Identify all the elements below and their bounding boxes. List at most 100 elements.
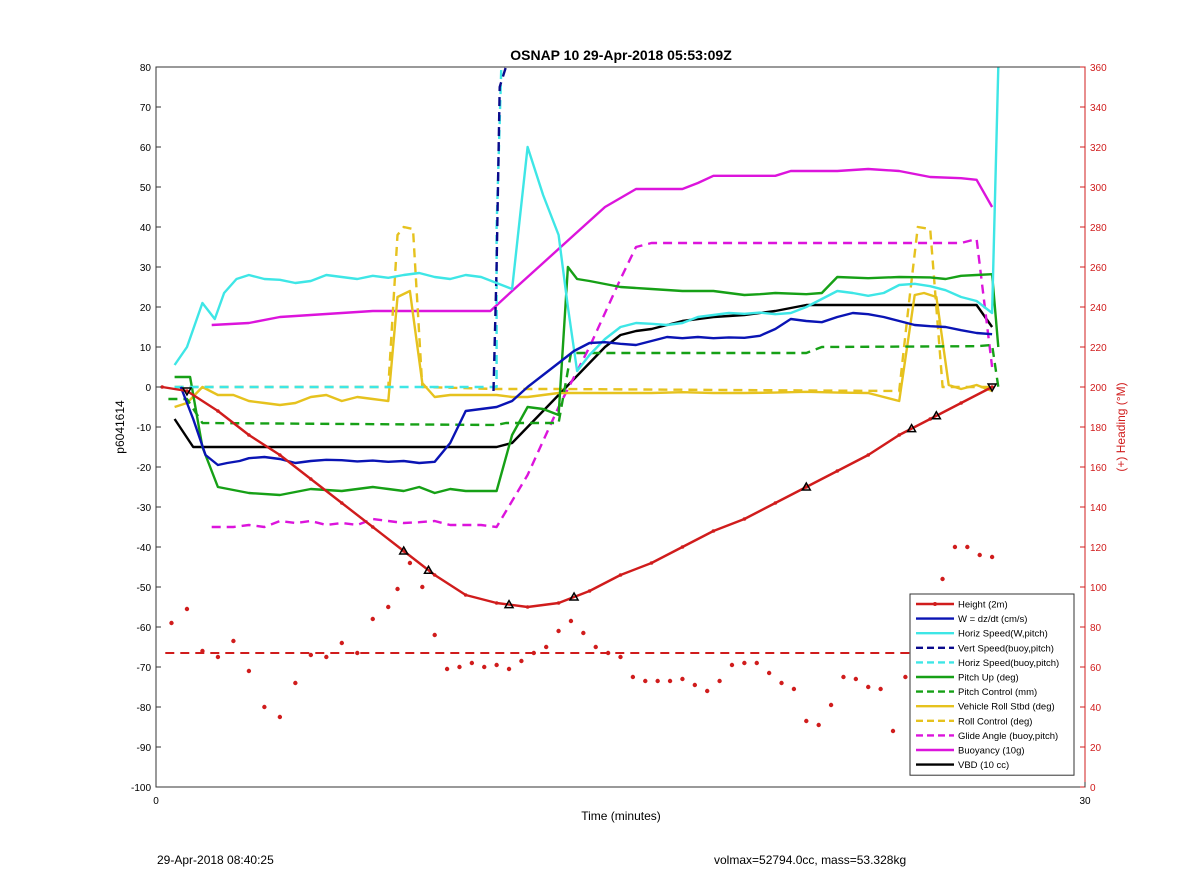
heading-point	[878, 686, 883, 692]
y-tick-label: -30	[137, 503, 152, 514]
heading-point	[246, 668, 252, 674]
y-tick-label: -80	[137, 703, 152, 714]
height-point	[711, 529, 716, 533]
y-tick-label: 40	[140, 223, 152, 234]
height-point	[804, 485, 809, 489]
heading-point	[370, 616, 375, 622]
legend-entry-horiz-speed-buoy-pitch: Horiz Speed(buoy,pitch)	[958, 658, 1059, 669]
heading-point	[395, 586, 400, 592]
height-point	[680, 545, 685, 549]
marker-up-triangle	[398, 545, 410, 555]
heading-point	[519, 658, 524, 664]
heading-point	[407, 560, 413, 566]
height-point	[185, 389, 189, 393]
height-point	[160, 385, 164, 389]
series-line-pitch-control-mm	[168, 343, 1000, 427]
heading-point	[816, 722, 821, 728]
series-line-vert-speed-buoy-pitch	[492, 66, 508, 392]
heading-point	[643, 678, 648, 684]
height-point	[649, 561, 654, 565]
heading-point	[853, 676, 859, 682]
y-tick-label: -60	[137, 623, 152, 634]
height-point	[618, 573, 623, 577]
legend-entry-vehicle-roll-stbd-deg: Vehicle Roll Stbd (deg)	[958, 702, 1055, 713]
legend-entry-vbd-10-cc: VBD (10 cc)	[958, 760, 1009, 771]
heading-point	[866, 684, 871, 690]
marker-up-triangle	[568, 591, 580, 601]
y-tick-label: 60	[140, 143, 152, 154]
heading-point	[705, 688, 710, 694]
heading-point	[556, 628, 561, 634]
y2-tick-label: 340	[1090, 103, 1107, 114]
marker-up-triangle	[503, 599, 515, 609]
height-point	[959, 401, 963, 405]
heading-point	[324, 654, 329, 660]
heading-point	[841, 674, 846, 680]
heading-point	[432, 632, 437, 638]
heading-point	[903, 674, 908, 680]
series-line-horiz-speed-buoy-pitch	[174, 66, 503, 389]
y-tick-label: 70	[140, 103, 152, 114]
x-tick-label: 0	[153, 796, 159, 807]
y2-tick-label: 0	[1090, 783, 1096, 794]
heading-point	[940, 576, 945, 582]
heading-point	[494, 662, 499, 668]
height-point	[370, 525, 375, 529]
series-line-pitch-up-deg	[174, 265, 1000, 497]
series-line-glide-angle-buoy-pitch	[211, 237, 994, 529]
y2-tick-label: 200	[1090, 383, 1107, 394]
y-tick-label: 20	[140, 303, 152, 314]
heading-point	[952, 544, 958, 550]
y2-tick-label: 40	[1090, 703, 1102, 714]
legend-box	[909, 593, 1075, 776]
heading-point	[469, 660, 475, 666]
heading-point	[420, 584, 425, 590]
height-point	[742, 517, 747, 521]
legend-entry-w-dz-dt-cm-s: W = dz/dt (cm/s)	[958, 614, 1027, 625]
footer-timestamp: 29-Apr-2018 08:40:25	[157, 853, 274, 867]
heading-point	[804, 718, 809, 724]
y-tick-label: -90	[137, 743, 152, 754]
height-point	[216, 409, 220, 413]
heading-point	[568, 618, 574, 624]
marker-up-triangle	[906, 423, 917, 433]
heading-point	[605, 650, 611, 656]
series-line-roll-control-deg	[174, 225, 993, 393]
height-point	[278, 453, 282, 457]
y2-tick-label: 300	[1090, 183, 1107, 194]
marker-down-triangle	[986, 383, 998, 393]
y-tick-label: 0	[145, 383, 151, 394]
y2-tick-label: 60	[1090, 663, 1102, 674]
heading-point	[965, 544, 970, 550]
y-tick-label: 80	[140, 63, 152, 74]
heading-point	[680, 676, 685, 682]
marker-up-triangle	[931, 410, 942, 420]
heading-point	[184, 606, 190, 612]
height-point	[587, 589, 592, 593]
heading-point	[457, 664, 462, 670]
y-tick-label: 30	[140, 263, 152, 274]
legend-entry-buoyancy-10g: Buoyancy (10g)	[958, 746, 1025, 757]
height-point	[897, 433, 901, 437]
y2-axis-label: (+) Heading (°M)	[1114, 382, 1128, 471]
legend-entry-vert-speed-buoy-pitch: Vert Speed(buoy,pitch)	[958, 643, 1054, 654]
y-tick-label: -100	[131, 783, 151, 794]
series-line-vehicle-roll-stbd-deg	[174, 289, 993, 409]
heading-point	[277, 714, 283, 720]
heading-point	[386, 604, 391, 610]
heading-point	[977, 552, 982, 558]
y2-tick-label: 180	[1090, 423, 1107, 434]
x-tick-label: 30	[1079, 796, 1091, 807]
heading-point	[444, 666, 450, 672]
series-line-height-2m	[162, 385, 993, 609]
heading-point	[766, 670, 772, 676]
heading-point	[581, 630, 586, 636]
y-tick-label: -40	[137, 543, 152, 554]
y2-tick-label: 320	[1090, 143, 1107, 154]
legend-entry-height-2m: Height (2m)	[958, 600, 1008, 611]
legend-entry-horiz-speed-w-pitch: Horiz Speed(W,pitch)	[958, 629, 1048, 640]
height-point	[432, 573, 437, 577]
legend-marker-dot	[933, 602, 937, 606]
heading-point	[506, 666, 512, 672]
y2-tick-label: 360	[1090, 63, 1107, 74]
